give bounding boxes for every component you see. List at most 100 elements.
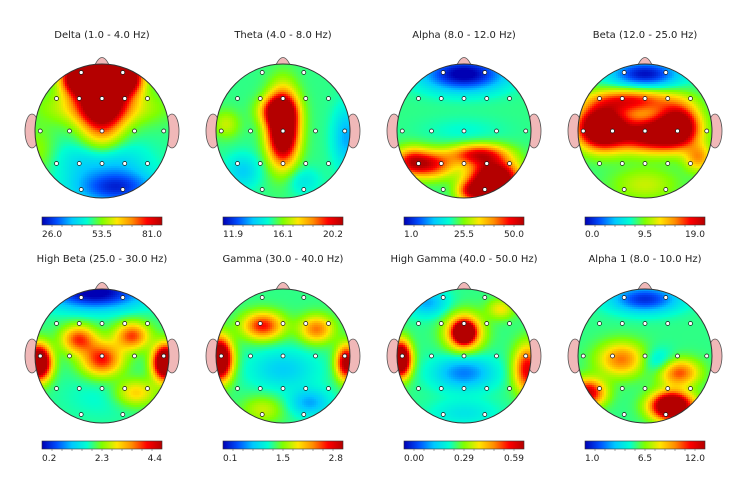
colorbar-tick-label: 53.5 (92, 230, 112, 240)
electrode-marker (507, 321, 512, 326)
colorbar (41, 216, 163, 226)
electrode-marker (440, 70, 446, 75)
colorbar (222, 440, 344, 450)
colorbar-tick-label: 0.59 (504, 454, 524, 464)
electrode-marker (54, 96, 59, 101)
electrode-marker (484, 321, 490, 326)
electrode-marker (461, 353, 467, 359)
colorbar-tick-label: 19.0 (685, 230, 705, 240)
electrode-marker (235, 321, 240, 326)
electrode-marker (665, 96, 671, 101)
electrode-marker (597, 161, 602, 166)
electrode-marker (326, 321, 331, 326)
electrode-marker (259, 187, 265, 192)
electrode-marker (301, 412, 307, 417)
colorbar-tick-label: 6.5 (638, 454, 652, 464)
electrode-marker (257, 96, 263, 101)
electrode-marker (440, 412, 446, 417)
electrode-marker (280, 161, 286, 166)
colorbar-tick-label: 0.1 (223, 454, 237, 464)
electrode-marker (280, 321, 286, 326)
electrode-marker (429, 128, 434, 134)
electrode-marker (440, 187, 446, 192)
electrode-marker (619, 161, 625, 166)
electrode-marker (99, 321, 105, 326)
electrode-marker (120, 412, 126, 417)
electrode-marker (621, 187, 627, 192)
electrode-marker (122, 96, 128, 101)
electrode-marker (145, 321, 150, 326)
electrode-marker (257, 321, 263, 326)
colorbar-tick-label: 1.0 (585, 454, 600, 464)
electrode-marker (342, 353, 348, 359)
colorbar (584, 216, 706, 226)
electrode-marker (597, 321, 602, 326)
electrode-marker (342, 128, 348, 134)
electrode-marker (416, 321, 421, 326)
electrode-marker (132, 353, 137, 359)
electrode-marker (597, 386, 602, 391)
panel-title: Beta (12.0 - 25.0 Hz) (593, 30, 698, 41)
electrode-marker (120, 70, 126, 75)
electrode-marker (416, 161, 421, 166)
colorbar-tick-label: 0.2 (42, 454, 56, 464)
colorbar-tick-label: 11.9 (223, 230, 243, 240)
electrode-marker (303, 96, 309, 101)
electrode-marker (619, 321, 625, 326)
topomap-panel: Gamma (30.0 - 40.0 Hz) 0.1 1.5 2.8 (205, 254, 361, 464)
electrode-marker (507, 96, 512, 101)
electrode-marker (301, 295, 307, 300)
electrode-marker (494, 128, 499, 134)
electrode-marker (132, 128, 137, 134)
electrode-marker (313, 128, 318, 134)
electrode-marker (399, 353, 405, 359)
head-outline (215, 63, 351, 199)
electrode-marker (257, 161, 263, 166)
panel-title: Delta (1.0 - 4.0 Hz) (54, 30, 149, 41)
electrode-marker (461, 386, 467, 391)
topomap-panel: Beta (12.0 - 25.0 Hz) 0.0 9.5 19.0 (567, 30, 723, 240)
colorbar-tick-label: 20.2 (323, 230, 343, 240)
electrode-marker (78, 70, 84, 75)
topomap-panel: Delta (1.0 - 4.0 Hz) 26.0 53.5 81.0 (24, 30, 180, 240)
colorbar-tick-label: 81.0 (142, 230, 162, 240)
electrode-marker (665, 161, 671, 166)
electrode-marker (37, 128, 43, 134)
electrode-marker (122, 321, 128, 326)
electrode-marker (326, 96, 331, 101)
electrode-marker (665, 386, 671, 391)
electrode-marker (621, 412, 627, 417)
electrode-marker (122, 161, 128, 166)
electrode-marker (523, 353, 529, 359)
heatmap-field (578, 64, 712, 198)
electrode-marker (665, 321, 671, 326)
electrode-marker (248, 353, 253, 359)
colorbar-tick-label: 25.5 (454, 230, 474, 240)
electrode-marker (259, 295, 265, 300)
electrode-marker (523, 128, 529, 134)
electrode-marker (619, 96, 625, 101)
colorbar-tick-label: 0.00 (404, 454, 424, 464)
electrode-marker (507, 386, 512, 391)
electrode-marker (482, 70, 488, 75)
electrode-marker (704, 128, 710, 134)
electrode-marker (688, 96, 693, 101)
colorbar-tick-label: 9.5 (638, 230, 652, 240)
topomap-panel: High Gamma (40.0 - 50.0 Hz) 0.00 0.29 0.59 (386, 254, 542, 464)
colorbar (403, 216, 525, 226)
electrode-marker (438, 161, 444, 166)
electrode-marker (99, 161, 105, 166)
electrode-marker (610, 353, 615, 359)
electrode-marker (461, 128, 467, 134)
electrode-marker (438, 96, 444, 101)
electrode-marker (675, 353, 680, 359)
topomap-panel: Alpha (8.0 - 12.0 Hz) 1.0 25.5 50.0 (386, 30, 542, 240)
electrode-marker (99, 96, 105, 101)
electrode-marker (67, 128, 72, 134)
electrode-marker (78, 412, 84, 417)
electrode-marker (235, 96, 240, 101)
electrode-marker (642, 96, 648, 101)
electrode-marker (688, 386, 693, 391)
electrode-marker (78, 295, 84, 300)
